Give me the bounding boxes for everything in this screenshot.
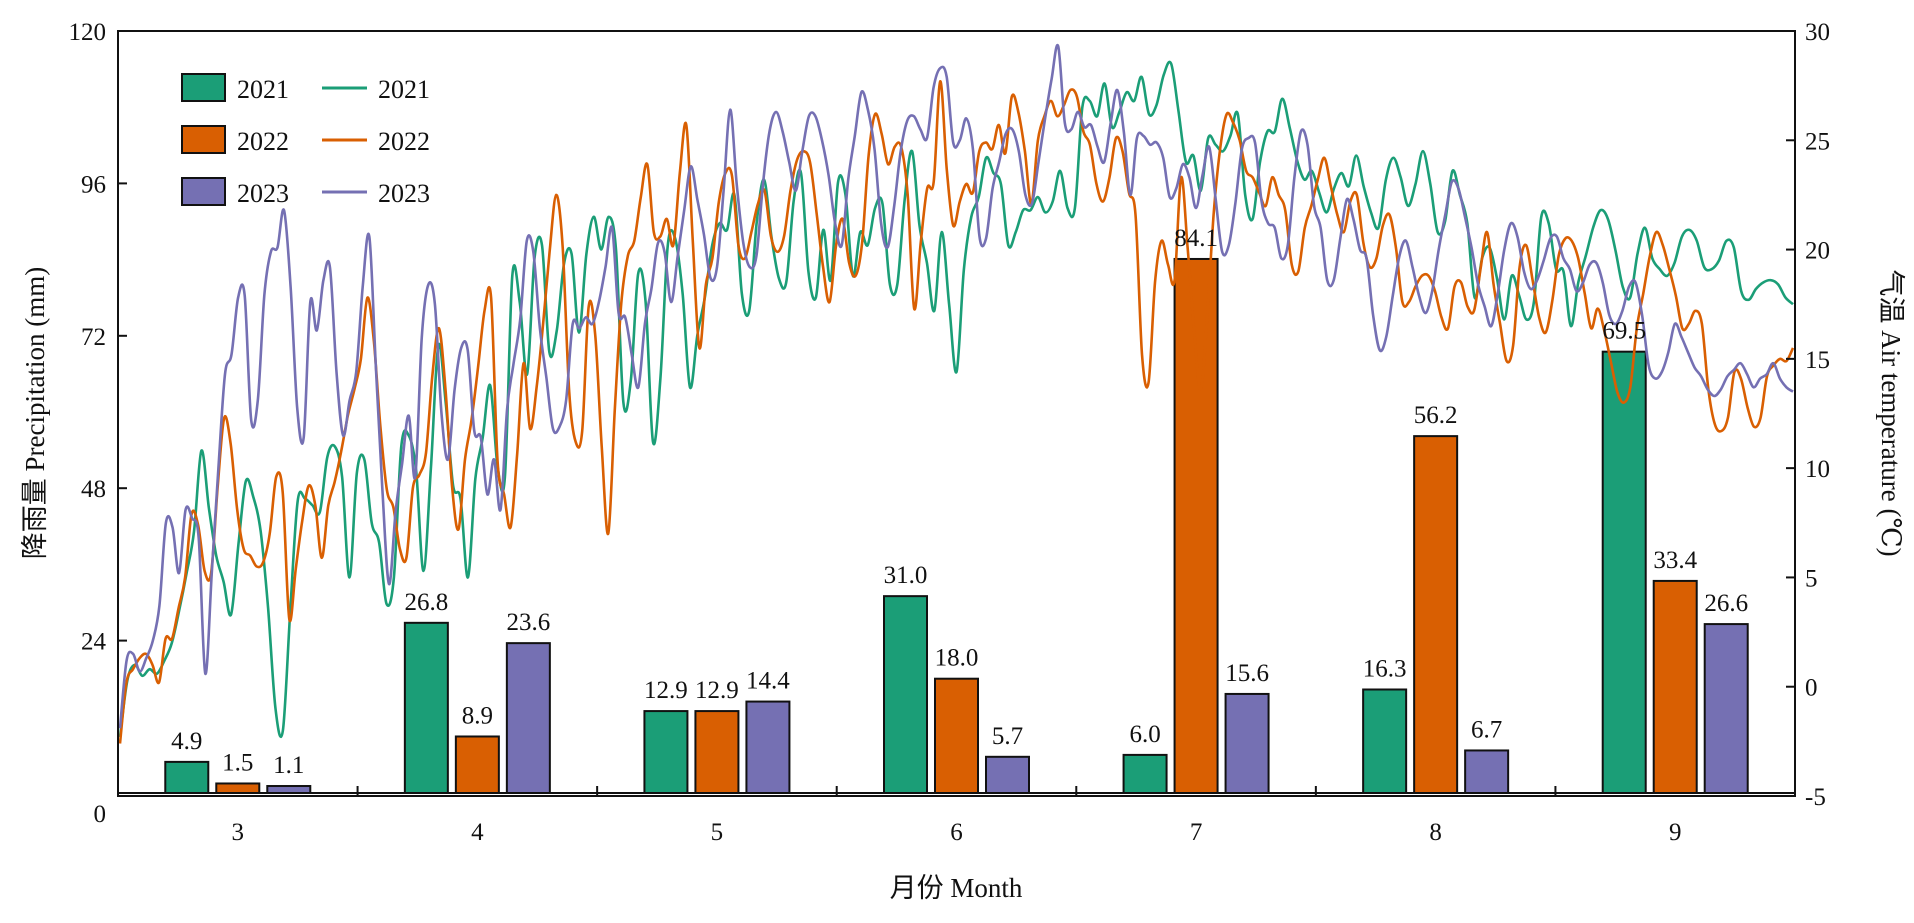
bar-2021-5 [643,710,689,795]
y-axis-right-title: 气温 Air temperature (℃) [1876,269,1906,556]
bar-value-label: 33.4 [1653,547,1697,574]
tick-marks-and-labels: 0 24 48 72 96 120 -5 0 5 10 15 20 25 30 3 4 5 6 7 8 9 [69,19,1831,846]
legend-bar-label: 2022 [237,127,289,156]
bar-value-label: 84.1 [1174,225,1218,252]
y-right-tick-label: 30 [1805,19,1830,46]
bar-value-label: 12.9 [644,677,688,704]
y-left-tick-label: 24 [81,629,107,656]
bar-2021-9 [1601,350,1647,794]
bar-2023-5 [745,700,791,794]
legend-line-label: 2022 [378,127,430,156]
bar-2021-8 [1362,688,1408,794]
legend-bar-swatch-2021 [181,73,226,102]
bar-2022-8 [1413,435,1459,794]
bar-2021-3 [164,760,210,795]
x-tick-label: 4 [471,819,484,846]
legend-bar-label: 2023 [237,179,289,208]
temperature-line-2023 [118,43,1794,729]
y-left-tick-label: 120 [69,19,107,46]
legend-line-label: 2021 [378,75,430,104]
axes [117,30,1796,797]
bar-value-label: 26.6 [1704,590,1748,617]
y-right-tick-label: 5 [1805,565,1818,592]
bar-value-label: 69.5 [1602,318,1646,345]
y-axis-left-title: 降雨量 Precipitation (mm) [20,267,50,559]
bar-value-label: 6.0 [1129,721,1160,748]
bar-data-labels: 4.9 26.8 12.9 31.0 6.0 16.3 69.5 1.5 8.9 12.9 18.0… [171,225,1748,779]
y-right-tick-label: 15 [1805,347,1830,374]
bar-2022-9 [1652,579,1698,794]
legend-bar-swatch-2023 [181,177,226,206]
bar-value-label: 26.8 [404,589,448,616]
bar-value-label: 5.7 [992,723,1023,750]
legend-line-label: 2023 [378,179,430,208]
bar-2022-6 [934,677,979,795]
bar-2023-9 [1703,623,1749,795]
temperature-lines [118,43,1795,744]
plot-frame [117,30,1796,797]
bar-value-label: 1.5 [222,749,253,776]
temperature-line-2021 [118,60,1794,739]
x-tick-label: 7 [1190,819,1203,846]
bar-value-label: 14.4 [746,668,790,695]
bar-value-label: 56.2 [1414,402,1458,429]
bar-2022-3 [215,782,261,794]
bar-value-label: 15.6 [1225,660,1269,687]
bar-2021-6 [883,595,928,795]
y-left-tick-label: 0 [94,801,107,828]
y-right-tick-label: 10 [1805,456,1830,483]
bar-value-label: 16.3 [1363,655,1407,682]
bar-2021-4 [403,621,449,794]
bar-2023-3 [266,785,312,795]
legend: 2021 2022 2023 2021 2022 2023 [181,73,430,208]
y-left-tick-label: 48 [81,476,106,503]
y-right-tick-label: 20 [1805,238,1830,265]
bar-2022-4 [454,735,500,794]
bar-value-label: 1.1 [273,752,304,779]
bar-2023-6 [985,755,1030,794]
bar-2021-7 [1122,753,1168,795]
bar-value-label: 8.9 [462,702,493,729]
y-left-tick-label: 96 [81,171,106,198]
x-axis-title: 月份 Month [890,873,1023,903]
y-right-tick-label: 0 [1805,675,1818,702]
x-tick-label: 9 [1669,819,1682,846]
bar-2023-4 [505,642,551,795]
legend-bar-swatch-2022 [181,125,226,154]
temperature-line-2022 [118,79,1795,744]
x-tick-label: 6 [950,819,963,846]
x-tick-label: 8 [1429,819,1442,846]
bar-value-label: 12.9 [695,677,739,704]
y-right-tick-label: 25 [1805,128,1830,155]
legend-bar-label: 2021 [237,75,289,104]
bar-value-label: 31.0 [884,562,928,589]
bar-2023-8 [1464,749,1510,795]
x-tick-label: 3 [232,819,245,846]
precipitation-bars [164,257,1749,795]
bar-2023-7 [1224,692,1270,794]
y-left-tick-label: 72 [81,324,106,351]
bar-value-label: 23.6 [506,609,550,636]
y-right-tick-label: -5 [1805,784,1826,811]
bar-value-label: 18.0 [935,645,979,672]
bar-value-label: 6.7 [1471,716,1502,743]
x-tick-label: 5 [711,819,724,846]
bar-value-label: 4.9 [171,728,202,755]
bar-2022-5 [694,710,740,795]
